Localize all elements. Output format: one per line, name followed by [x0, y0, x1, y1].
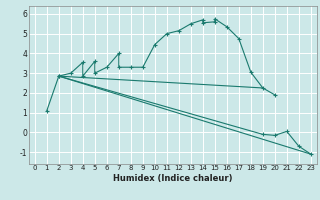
X-axis label: Humidex (Indice chaleur): Humidex (Indice chaleur): [113, 174, 233, 183]
